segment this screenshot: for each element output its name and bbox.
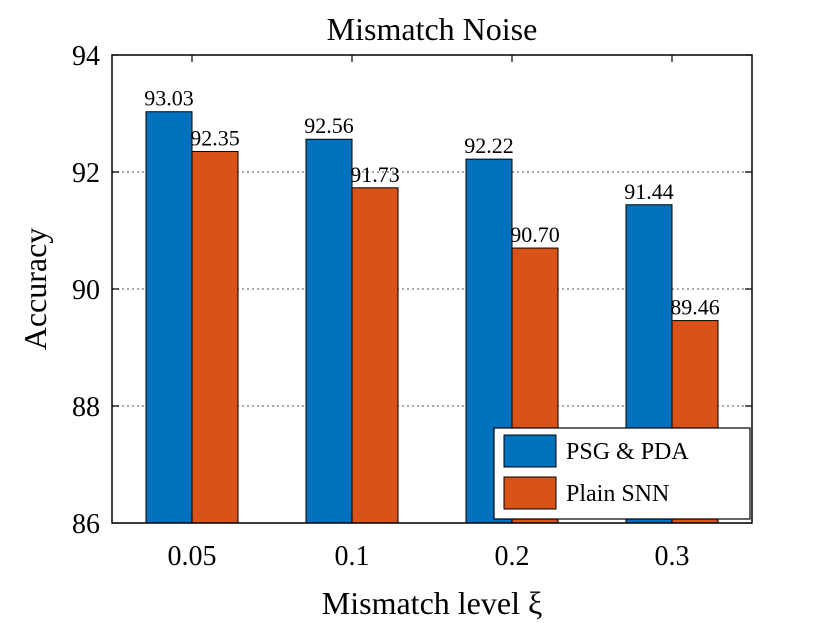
y-tick-label-4: 94 bbox=[72, 41, 100, 72]
y-tick-label-2: 90 bbox=[72, 275, 100, 306]
data-label-plain-snn-0: 92.35 bbox=[190, 126, 240, 151]
legend-label-plain-snn: Plain SNN bbox=[566, 481, 669, 507]
data-label-psg-pda-3: 91.44 bbox=[624, 179, 674, 204]
y-tick-label-0: 86 bbox=[72, 509, 100, 540]
data-label-plain-snn-1: 91.73 bbox=[350, 162, 400, 187]
x-tick-label-0: 0.05 bbox=[168, 541, 217, 572]
y-axis-label: Accuracy bbox=[17, 228, 53, 351]
chart-title: Mismatch Noise bbox=[327, 11, 538, 47]
axis-ticks: 86 88 90 92 94 0.05 0.1 0.2 0.3 bbox=[72, 41, 752, 572]
bar-psg-pda-1 bbox=[305, 138, 353, 524]
data-label-plain-snn-3: 89.46 bbox=[670, 295, 720, 320]
legend: PSG & PDA Plain SNN bbox=[493, 427, 751, 520]
legend-label-psg-pda: PSG & PDA bbox=[566, 439, 689, 465]
bar-plain-snn-0 bbox=[191, 151, 239, 524]
data-labels: 93.03 92.56 92.22 91.44 92.35 91.73 90.70 89.46 bbox=[144, 86, 720, 320]
data-label-psg-pda-0: 93.03 bbox=[144, 86, 194, 111]
data-label-psg-pda-1: 92.56 bbox=[304, 113, 354, 138]
legend-swatch-plain-snn bbox=[503, 476, 557, 510]
x-tick-label-1: 0.1 bbox=[335, 541, 370, 572]
bar-plain-snn-1 bbox=[351, 187, 399, 524]
legend-swatch-psg-pda bbox=[503, 434, 557, 468]
y-tick-label-3: 92 bbox=[72, 158, 100, 189]
bar-psg-pda-0 bbox=[145, 111, 193, 524]
x-tick-label-3: 0.3 bbox=[655, 541, 690, 572]
x-tick-label-2: 0.2 bbox=[495, 541, 530, 572]
y-tick-label-1: 88 bbox=[72, 392, 100, 423]
data-label-plain-snn-2: 90.70 bbox=[510, 222, 560, 247]
x-axis-label: Mismatch level ξ bbox=[322, 585, 542, 621]
data-label-psg-pda-2: 92.22 bbox=[464, 133, 514, 158]
